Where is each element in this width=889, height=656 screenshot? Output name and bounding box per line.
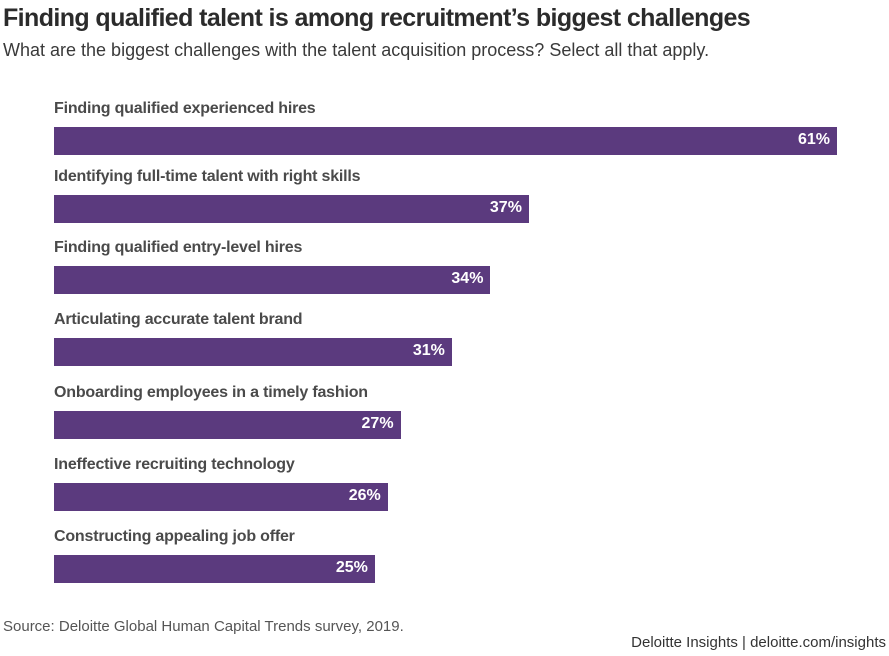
- bar: 37%: [54, 195, 529, 223]
- category-label: Ineffective recruiting technology: [54, 456, 295, 473]
- bar: 27%: [54, 411, 401, 439]
- value-label: 34%: [451, 270, 484, 287]
- value-label: 31%: [412, 342, 445, 359]
- category-label: Finding qualified entry-level hires: [54, 239, 303, 256]
- bar: 25%: [54, 555, 375, 583]
- value-label: 26%: [348, 487, 381, 504]
- category-label: Finding qualified experienced hires: [54, 100, 316, 117]
- category-label: Identifying full-time talent with right …: [54, 168, 361, 185]
- credit-line: Deloitte Insights | deloitte.com/insight…: [631, 634, 886, 651]
- bar: 34%: [54, 266, 491, 294]
- category-label: Onboarding employees in a timely fashion: [54, 384, 368, 401]
- value-label: 37%: [489, 199, 522, 216]
- value-label: 61%: [797, 131, 830, 148]
- bar: 61%: [54, 127, 837, 155]
- bar: 31%: [54, 338, 452, 366]
- category-label: Constructing appealing job offer: [54, 528, 295, 545]
- chart-subtitle: What are the biggest challenges with the…: [3, 40, 710, 60]
- category-label: Articulating accurate talent brand: [54, 311, 303, 328]
- source-note: Source: Deloitte Global Human Capital Tr…: [3, 618, 404, 635]
- bar: 26%: [54, 483, 388, 511]
- value-label: 27%: [361, 415, 394, 432]
- chart-title: Finding qualified talent is among recrui…: [3, 4, 751, 32]
- value-label: 25%: [335, 559, 368, 576]
